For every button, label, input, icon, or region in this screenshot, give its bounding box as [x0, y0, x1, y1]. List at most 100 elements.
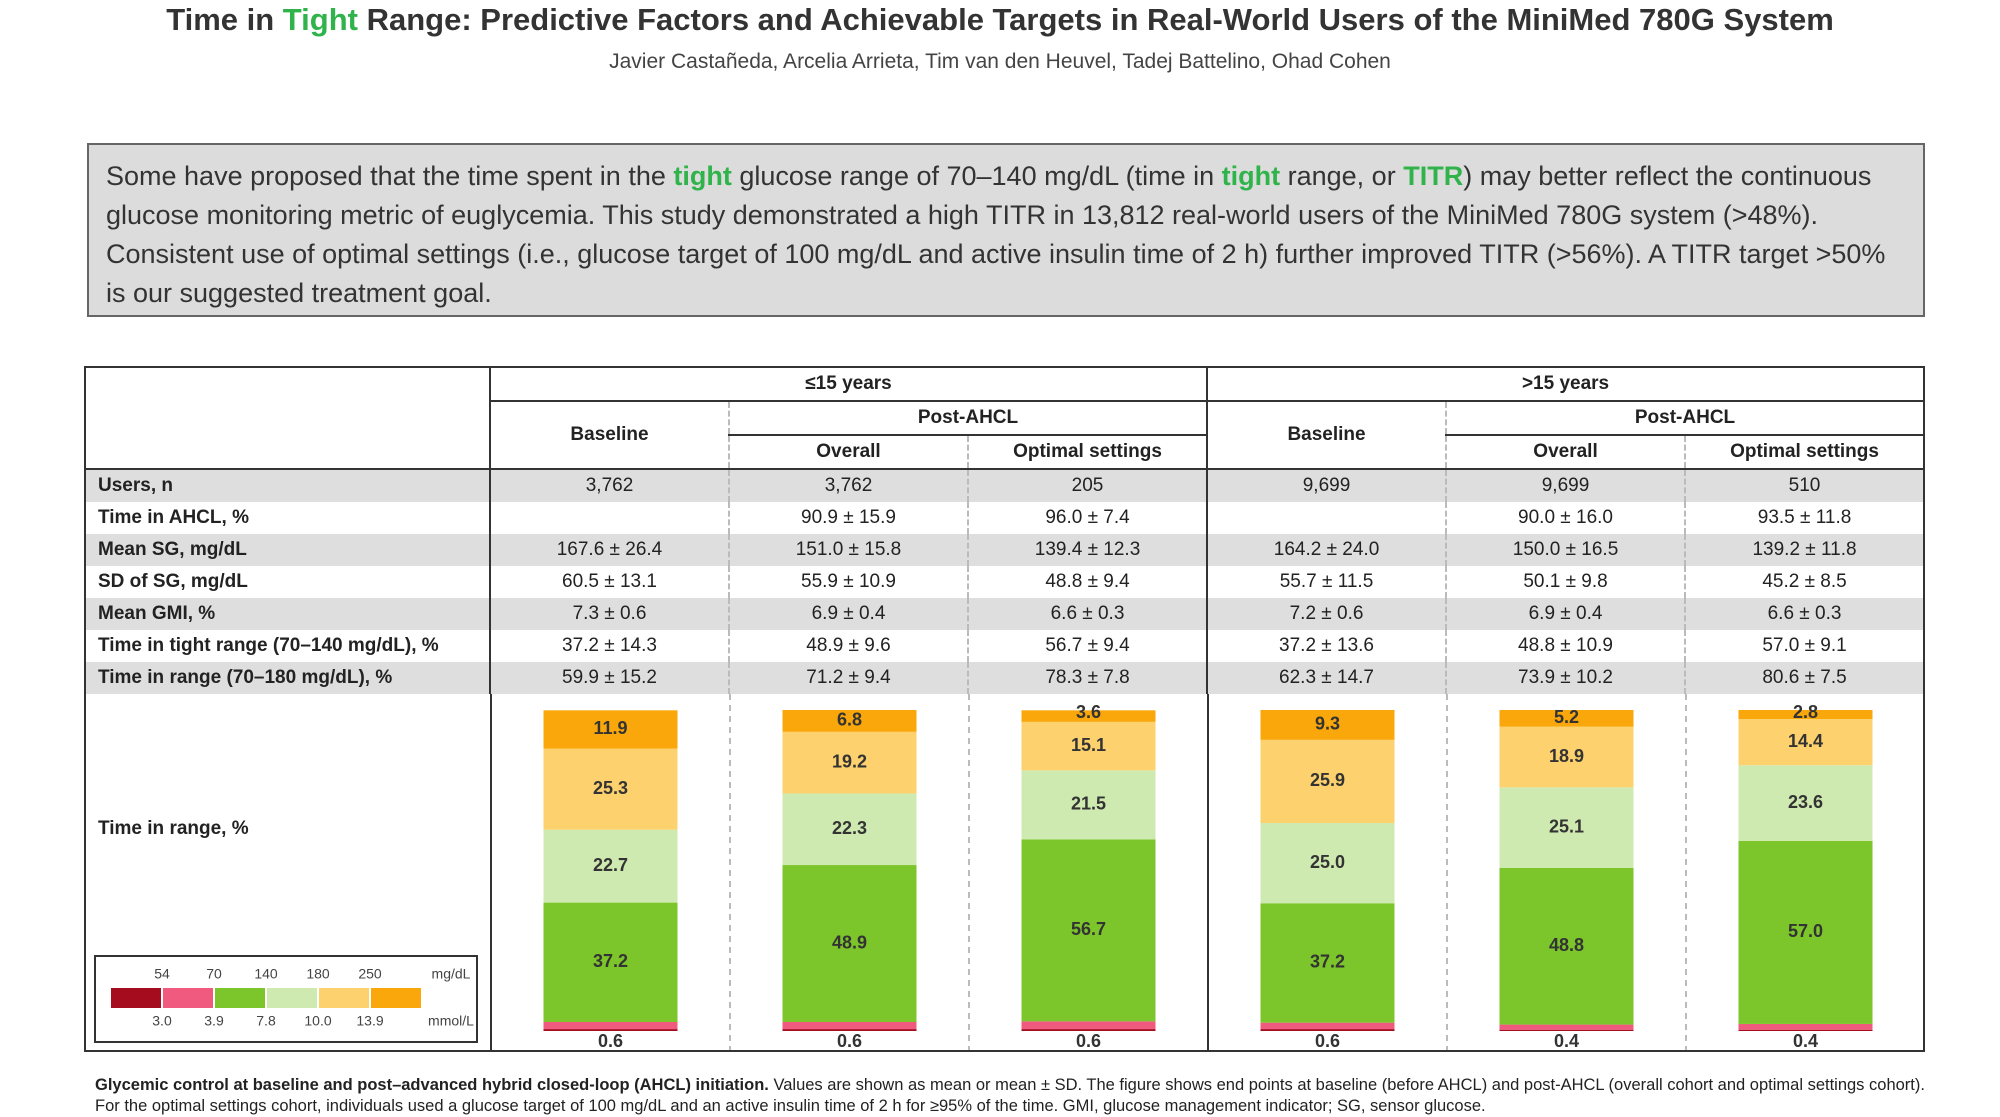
- bar-value-label: 21.5: [1071, 794, 1106, 814]
- bar-value-label: 37.2: [593, 951, 628, 971]
- legend-threshold: 10.0: [304, 1013, 331, 1029]
- bar-segment: [543, 902, 678, 1023]
- caption-title: Glycemic control at baseline and post–ad…: [95, 1076, 769, 1094]
- bar-segment: [1021, 839, 1156, 1022]
- table-row: Mean SG, mg/dL 167.6 ± 26.4 151.0 ± 15.8 13…: [85, 534, 1925, 566]
- bar-value-label: 25.3: [593, 778, 628, 798]
- bar-value-label: 0.6: [598, 1031, 623, 1050]
- group-header: ≤15 years: [488, 367, 1208, 402]
- table-cell: 59.9 ± 15.2: [489, 662, 729, 694]
- bar-segment: [1499, 867, 1634, 1025]
- legend-threshold: 140: [254, 966, 278, 982]
- bar-value-label: 15.1: [1071, 735, 1106, 755]
- bar-segment: [782, 1029, 917, 1031]
- summary-highlight: tight: [673, 161, 732, 191]
- table-cell: 55.9 ± 10.9: [728, 566, 968, 598]
- bar-segment: [782, 731, 917, 794]
- legend-unit: mg/dL: [432, 966, 471, 982]
- column-header: Optimal settings: [966, 435, 1208, 470]
- table-cell: 139.4 ± 12.3: [966, 534, 1208, 566]
- row-label: Users, n: [85, 469, 491, 502]
- table-cell: 6.9 ± 0.4: [1445, 598, 1686, 630]
- summary-highlight: tight: [1221, 161, 1281, 191]
- table-cell: 37.2 ± 13.6: [1206, 630, 1447, 662]
- table-row: Time in tight range (70–140 mg/dL), % 37.…: [85, 630, 1925, 662]
- row-label: Time in tight range (70–140 mg/dL), %: [85, 630, 491, 662]
- bar-segment: [1738, 1029, 1873, 1031]
- bar-value-label: 19.2: [832, 751, 867, 771]
- table-cell: 90.9 ± 15.9: [728, 502, 968, 534]
- table-row: Users, n 3,762 3,762 205 9,699 9,699 510: [85, 469, 1925, 502]
- bar-value-label: 11.9: [593, 718, 627, 738]
- table-cell: 9,699: [1445, 469, 1686, 502]
- bar-segment: [543, 1022, 678, 1030]
- table-cell: 90.0 ± 16.0: [1445, 502, 1686, 534]
- legend-threshold: 180: [306, 966, 330, 982]
- row-label: SD of SG, mg/dL: [85, 566, 491, 598]
- header-row: Overall Optimal settings Overall Optimal…: [85, 435, 1925, 470]
- column-header: Overall: [728, 435, 968, 470]
- group-header: >15 years: [1206, 367, 1925, 402]
- header-row: ≤15 years >15 years: [85, 367, 1925, 470]
- bar-value-label: 48.9: [832, 932, 867, 952]
- title-part: Time in: [166, 2, 283, 37]
- table-cell: 93.5 ± 11.8: [1684, 502, 1925, 534]
- column-header: Overall: [1445, 435, 1686, 470]
- table-cell: 167.6 ± 26.4: [489, 534, 729, 566]
- table-cell: 3,762: [489, 469, 729, 502]
- bar-segment: [1499, 787, 1634, 868]
- bar-segment: [1499, 726, 1634, 788]
- table-cell: 55.7 ± 11.5: [1206, 566, 1447, 598]
- table-cell: [1206, 502, 1447, 534]
- bar-value-label: 9.3: [1315, 714, 1340, 734]
- bar-value-label: 22.3: [832, 818, 867, 838]
- legend-threshold: 7.8: [256, 1013, 276, 1029]
- table-cell: 50.1 ± 9.8: [1445, 566, 1686, 598]
- bar-segment: [1499, 1024, 1634, 1030]
- row-label: Time in AHCL, %: [85, 502, 491, 534]
- title: Time in Tight Range: Predictive Factors …: [0, 2, 2000, 38]
- legend-swatch: [371, 988, 421, 1008]
- table-cell: 78.3 ± 7.8: [966, 662, 1208, 694]
- bar-segment: [1260, 710, 1395, 740]
- bar-segment: [543, 1029, 678, 1031]
- bar-value-label: 18.9: [1549, 746, 1584, 766]
- chart-cell: Time in range, %0.62.237.222.725.311.90.…: [85, 694, 1924, 1051]
- bar-segment: [1499, 1029, 1634, 1031]
- table-cell: 205: [966, 469, 1208, 502]
- bar-value-label: 25.0: [1310, 852, 1345, 872]
- bar-segment: [1021, 1021, 1156, 1030]
- bar-segment: [782, 793, 917, 866]
- bar-value-label: 0.4: [1793, 1031, 1818, 1050]
- legend-swatch: [111, 988, 161, 1008]
- chart-row: Time in range, %0.62.237.222.725.311.90.…: [85, 694, 1924, 1051]
- bar-segment: [1738, 840, 1873, 1024]
- table-cell: 510: [1684, 469, 1925, 502]
- summary-text: glucose range of 70–140 mg/dL (time in: [731, 161, 1222, 191]
- table-cell: 80.6 ± 7.5: [1684, 662, 1925, 694]
- table-row: Time in AHCL, % 90.9 ± 15.9 96.0 ± 7.4 90.0…: [85, 502, 1925, 534]
- table-cell: 6.9 ± 0.4: [728, 598, 968, 630]
- bar-segment: [1021, 710, 1156, 722]
- table-cell: 7.3 ± 0.6: [489, 598, 729, 630]
- bar-value-label: 56.7: [1071, 919, 1106, 939]
- bar-value-label: 25.9: [1310, 770, 1345, 790]
- table-cell: 71.2 ± 9.4: [728, 662, 968, 694]
- header-row: Baseline Post-AHCL Baseline Post-AHCL: [85, 401, 1925, 470]
- caption: Glycemic control at baseline and post–ad…: [95, 1075, 1925, 1117]
- table-cell: 62.3 ± 14.7: [1206, 662, 1447, 694]
- title-part: Range: Predictive Factors and Achievable…: [357, 2, 1834, 37]
- bar-value-label: 0.4: [1554, 1031, 1579, 1050]
- bar-segment: [543, 829, 678, 903]
- chart-label: Time in range, %: [98, 818, 249, 839]
- table-row: SD of SG, mg/dL 60.5 ± 13.1 55.9 ± 10.9 48.…: [85, 566, 1925, 598]
- legend-threshold: 250: [358, 966, 382, 982]
- bar-segment: [1260, 1029, 1395, 1031]
- table-cell: 150.0 ± 16.5: [1445, 534, 1686, 566]
- results-table: ≤15 years >15 years Baseline Post-AHCL B…: [84, 366, 1926, 1052]
- row-label: Mean GMI, %: [85, 598, 491, 630]
- bar-segment: [543, 710, 678, 749]
- chart: Time in range, %0.62.237.222.725.311.90.…: [94, 694, 1873, 1050]
- bar-value-label: 0.6: [837, 1031, 862, 1050]
